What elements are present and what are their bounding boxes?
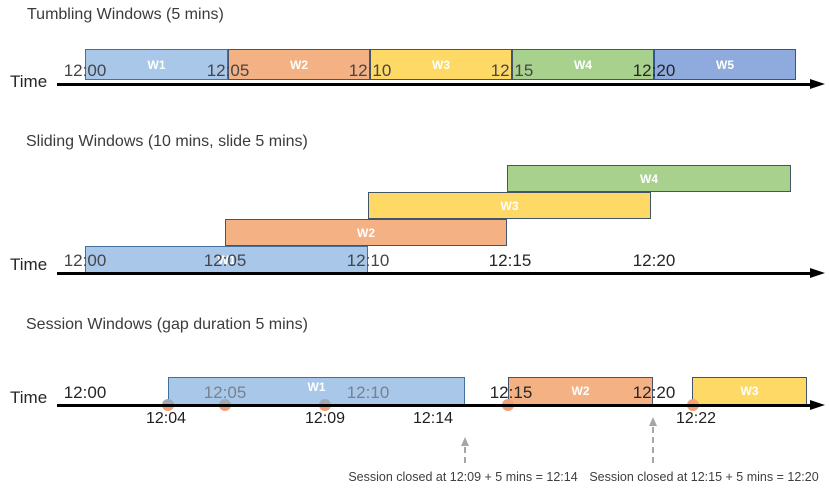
- tumbling-window-w1: W1: [85, 49, 228, 80]
- tumbling-tick-1220: 12:20: [632, 61, 676, 80]
- session-tick-1215: 12:15: [489, 383, 533, 402]
- session-section-title: Session Windows (gap duration 5 mins): [26, 316, 308, 333]
- sliding-window-w2-label: W2: [357, 225, 375, 240]
- session-close-arrow-2-icon: [649, 417, 657, 463]
- tumbling-tick-1210: 12:10: [348, 61, 392, 80]
- tumbling-window-w4: W4: [512, 49, 654, 80]
- sliding-tick-1205: 12:05: [203, 251, 247, 270]
- sliding-time-axis-label: Time: [10, 255, 48, 274]
- tumbling-window-w3: W3: [370, 49, 512, 80]
- tumbling-tick-1215: 12:15: [490, 61, 534, 80]
- event-label-1222: 12:22: [675, 410, 717, 427]
- sliding-timeline-arrow-icon: [810, 267, 825, 278]
- session-tick-1205: 12:05: [203, 383, 247, 402]
- session-window-w1: W1: [168, 377, 465, 405]
- sliding-window-w1-label: W1: [217, 252, 236, 267]
- sliding-tick-1210: 12:10: [346, 251, 390, 270]
- tumbling-window-w3-label: W3: [432, 57, 450, 72]
- session-close-annotation-1: Session closed at 12:09 + 5 mins = 12:14: [348, 470, 578, 484]
- session-tick-1200: 12:00: [63, 383, 107, 402]
- tumbling-window-w5: W5: [654, 49, 796, 80]
- session-time-axis-label: Time: [10, 388, 48, 407]
- sliding-window-w4-label: W4: [640, 171, 658, 186]
- event-label-1214: 12:14: [412, 410, 454, 427]
- event-label-1204: 12:04: [145, 410, 187, 427]
- session-tick-1210: 12:10: [346, 383, 390, 402]
- tumbling-window-w5-label: W5: [716, 57, 734, 72]
- sliding-window-w4: W4: [507, 165, 791, 192]
- session-close-annotation-2: Session closed at 12:15 + 5 mins = 12:20: [589, 470, 819, 484]
- session-timeline: [57, 404, 812, 407]
- sliding-tick-1200: 12:00: [63, 251, 107, 270]
- sliding-window-w1: W1: [85, 246, 368, 273]
- session-window-w3: W3: [692, 377, 807, 405]
- session-timeline-arrow-icon: [810, 399, 825, 410]
- sliding-window-w3-label: W3: [500, 198, 519, 213]
- tumbling-window-w2-label: W2: [290, 57, 308, 72]
- session-window-w2-label: W2: [571, 384, 590, 398]
- sliding-tick-1220: 12:20: [632, 251, 676, 270]
- tumbling-window-w4-label: W4: [574, 57, 592, 72]
- sliding-window-w2: W2: [225, 219, 507, 246]
- sliding-tick-1215: 12:15: [488, 251, 532, 270]
- sliding-timeline: [57, 272, 812, 275]
- tumbling-timeline-arrow-icon: [810, 78, 825, 89]
- tumbling-tick-1205: 12:05: [206, 61, 250, 80]
- session-window-w2: W2: [508, 377, 653, 405]
- tumbling-window-w1-label: W1: [147, 57, 166, 72]
- tumbling-window-w2: W2: [228, 49, 370, 80]
- tumbling-section-title: Tumbling Windows (5 mins): [27, 6, 224, 23]
- tumbling-time-axis-label: Time: [10, 72, 48, 91]
- event-label-1209: 12:09: [304, 410, 346, 427]
- sliding-section-title: Sliding Windows (10 mins, slide 5 mins): [26, 133, 308, 150]
- session-close-arrow-1-icon: [461, 437, 469, 463]
- session-window-w1-label: W1: [307, 380, 326, 394]
- session-tick-1220: 12:20: [632, 383, 676, 402]
- session-window-w3-label: W3: [740, 384, 759, 398]
- tumbling-tick-1200: 12:00: [63, 61, 107, 80]
- tumbling-timeline: [57, 83, 812, 86]
- sliding-window-w3: W3: [368, 192, 651, 219]
